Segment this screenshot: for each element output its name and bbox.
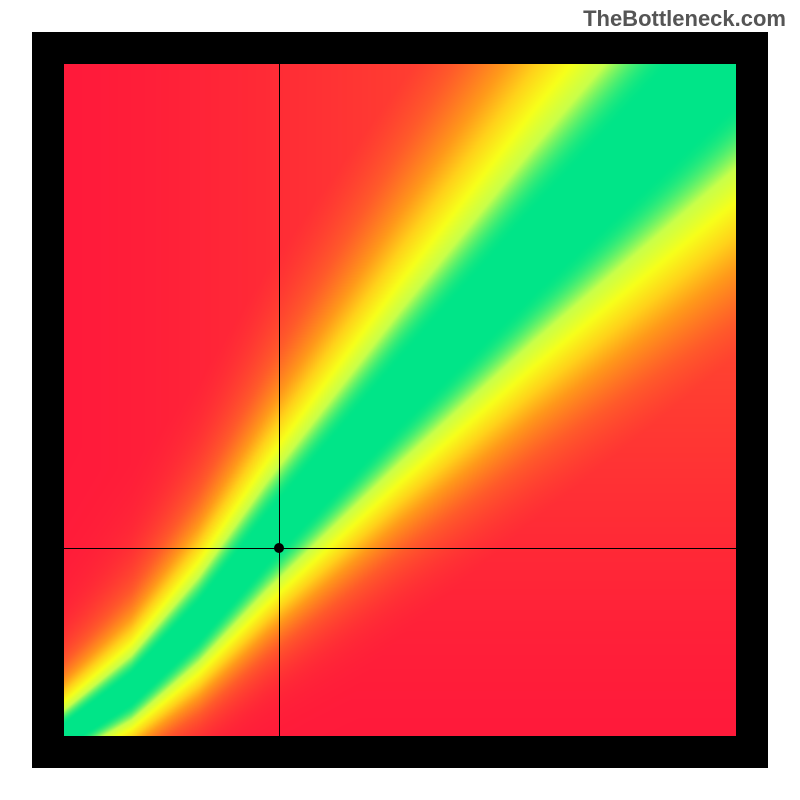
marker-dot <box>274 543 284 553</box>
plot-frame <box>32 32 768 768</box>
watermark-label: TheBottleneck.com <box>583 6 786 32</box>
heatmap-canvas <box>64 64 736 736</box>
crosshair-vertical <box>279 64 280 736</box>
chart-container: TheBottleneck.com <box>0 0 800 800</box>
crosshair-horizontal <box>64 548 736 549</box>
plot-area <box>64 64 736 736</box>
